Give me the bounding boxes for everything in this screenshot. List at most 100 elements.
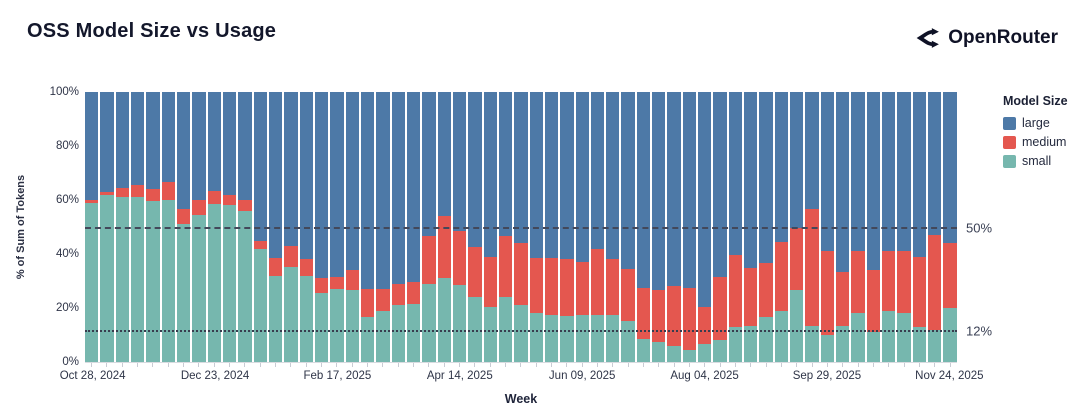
bar-segment-small[interactable] <box>774 310 789 362</box>
bar-segment-large[interactable] <box>912 92 927 257</box>
bar-segment-small[interactable] <box>161 199 175 362</box>
bar-segment-small[interactable] <box>207 204 221 362</box>
stacked-bar[interactable] <box>943 92 957 362</box>
bar-segment-large[interactable] <box>299 92 313 260</box>
stacked-bar[interactable] <box>759 92 773 362</box>
stacked-bar[interactable] <box>100 92 114 362</box>
bar-segment-medium[interactable] <box>851 251 865 314</box>
stacked-bar[interactable] <box>207 92 221 362</box>
bar-segment-medium[interactable] <box>130 185 145 198</box>
stacked-bar[interactable] <box>774 92 789 362</box>
stacked-bar[interactable] <box>192 92 206 362</box>
bar-segment-small[interactable] <box>652 341 666 362</box>
bar-segment-large[interactable] <box>744 92 758 268</box>
stacked-bar[interactable] <box>391 92 405 362</box>
bar-segment-small[interactable] <box>376 310 390 362</box>
stacked-bar[interactable] <box>253 92 267 362</box>
bar-segment-small[interactable] <box>621 321 635 362</box>
stacked-bar[interactable] <box>146 92 160 362</box>
bar-segment-large[interactable] <box>406 92 421 283</box>
stacked-bar[interactable] <box>866 92 881 362</box>
stacked-bar[interactable] <box>422 92 436 362</box>
bar-segment-medium[interactable] <box>590 248 605 315</box>
bar-segment-large[interactable] <box>100 92 114 192</box>
stacked-bar[interactable] <box>406 92 421 362</box>
bar-segment-large[interactable] <box>544 92 559 259</box>
bar-segment-small[interactable] <box>836 325 850 362</box>
stacked-bar[interactable] <box>498 92 513 362</box>
bar-segment-large[interactable] <box>682 92 697 288</box>
stacked-bar[interactable] <box>606 92 620 362</box>
stacked-bar[interactable] <box>851 92 865 362</box>
stacked-bar[interactable] <box>560 92 574 362</box>
bar-segment-medium[interactable] <box>360 289 375 318</box>
stacked-bar[interactable] <box>161 92 175 362</box>
bar-segment-medium[interactable] <box>115 187 129 198</box>
bar-segment-small[interactable] <box>912 326 927 362</box>
bar-segment-large[interactable] <box>498 92 513 237</box>
bar-segment-small[interactable] <box>284 267 298 362</box>
bar-segment-small[interactable] <box>682 349 697 362</box>
stacked-bar[interactable] <box>483 92 497 362</box>
bar-segment-small[interactable] <box>85 202 99 362</box>
bar-segment-medium[interactable] <box>498 236 513 298</box>
bar-segment-large[interactable] <box>452 92 467 232</box>
bar-segment-small[interactable] <box>713 340 727 362</box>
bar-segment-small[interactable] <box>882 310 896 362</box>
bar-segment-large[interactable] <box>805 92 819 210</box>
bar-segment-medium[interactable] <box>483 256 497 307</box>
bar-segment-medium[interactable] <box>452 231 467 286</box>
bar-segment-small[interactable] <box>805 325 819 362</box>
bar-segment-small[interactable] <box>897 313 911 362</box>
bar-segment-large[interactable] <box>268 92 283 259</box>
bar-segment-medium[interactable] <box>728 255 743 327</box>
stacked-bar[interactable] <box>529 92 543 362</box>
bar-segment-small[interactable] <box>468 297 482 362</box>
bar-segment-large[interactable] <box>391 92 405 284</box>
bar-segment-large[interactable] <box>928 92 942 236</box>
bar-segment-large[interactable] <box>529 92 543 259</box>
bar-segment-large[interactable] <box>253 92 267 241</box>
bar-segment-medium[interactable] <box>698 306 712 345</box>
bar-segment-large[interactable] <box>360 92 375 290</box>
bar-segment-small[interactable] <box>790 290 804 362</box>
bar-segment-large[interactable] <box>345 92 359 271</box>
bar-segment-large[interactable] <box>943 92 957 244</box>
bar-segment-large[interactable] <box>652 92 666 291</box>
legend-item-large[interactable]: large <box>1003 116 1068 130</box>
bar-segment-small[interactable] <box>928 329 942 362</box>
bar-segment-small[interactable] <box>943 307 957 362</box>
bar-segment-medium[interactable] <box>836 271 850 326</box>
stacked-bar[interactable] <box>912 92 927 362</box>
bar-segment-medium[interactable] <box>345 270 359 291</box>
legend-item-medium[interactable]: medium <box>1003 135 1068 149</box>
stacked-bar[interactable] <box>238 92 252 362</box>
bar-segment-large[interactable] <box>192 92 206 200</box>
bar-segment-small[interactable] <box>590 314 605 362</box>
stacked-bar[interactable] <box>452 92 467 362</box>
bar-segment-large[interactable] <box>330 92 344 277</box>
bar-segment-large[interactable] <box>698 92 712 307</box>
bar-segment-medium[interactable] <box>238 200 252 211</box>
legend-item-small[interactable]: small <box>1003 154 1068 168</box>
bar-segment-small[interactable] <box>253 248 267 362</box>
stacked-bar[interactable] <box>744 92 758 362</box>
stacked-bar[interactable] <box>667 92 681 362</box>
bar-segment-large[interactable] <box>514 92 528 244</box>
bar-segment-medium[interactable] <box>560 259 574 317</box>
bar-segment-small[interactable] <box>483 306 497 362</box>
bar-segment-small[interactable] <box>560 316 574 362</box>
bar-segment-small[interactable] <box>268 275 283 362</box>
bar-segment-medium[interactable] <box>100 191 114 195</box>
bar-segment-large[interactable] <box>836 92 850 272</box>
stacked-bar[interactable] <box>222 92 237 362</box>
stacked-bar[interactable] <box>728 92 743 362</box>
bar-segment-small[interactable] <box>391 305 405 362</box>
bar-segment-small[interactable] <box>100 194 114 362</box>
bar-segment-small[interactable] <box>667 345 681 362</box>
bar-segment-medium[interactable] <box>544 258 559 315</box>
bar-segment-large[interactable] <box>130 92 145 186</box>
bar-segment-medium[interactable] <box>192 200 206 215</box>
stacked-bar[interactable] <box>360 92 375 362</box>
bar-segment-medium[interactable] <box>636 287 651 340</box>
